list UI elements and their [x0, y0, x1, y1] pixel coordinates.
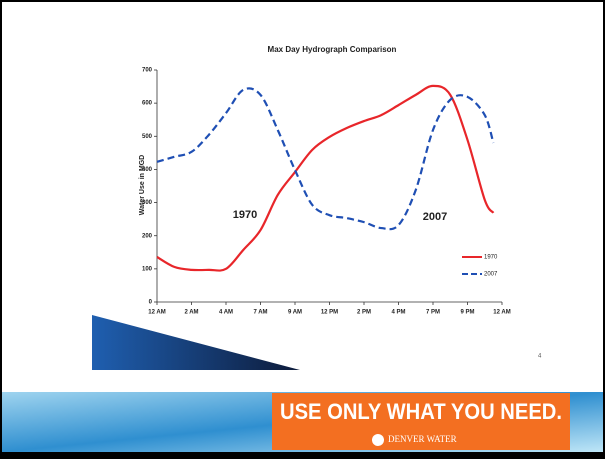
x-tick-label: 4 PM	[391, 310, 405, 316]
x-tick-label: 2 PM	[357, 310, 371, 316]
chart-title: Max Day Hydrograph Comparison	[268, 45, 397, 54]
banner-slogan: USE ONLY WHAT YOU NEED.	[280, 399, 562, 424]
y-tick-label: 400	[142, 167, 153, 173]
x-tick-label: 7 AM	[253, 310, 267, 316]
annotation: 1970	[233, 209, 257, 221]
x-tick-label: 12 AM	[493, 310, 510, 316]
x-tick-label: 4 AM	[219, 310, 233, 316]
brand-logo	[372, 434, 384, 446]
annotation: 2007	[423, 211, 447, 223]
y-tick-label: 500	[142, 134, 153, 140]
x-tick-label: 12 PM	[321, 310, 338, 316]
legend-label: 1970	[484, 255, 498, 261]
y-tick-label: 300	[142, 200, 153, 206]
x-tick-label: 9 AM	[288, 310, 302, 316]
x-tick-label: 7 PM	[426, 310, 440, 316]
banner-brand: DENVER WATER	[388, 434, 457, 444]
page: 4 USE ONLY WHAT YOU NEED. DENVER WATER W…	[0, 0, 605, 454]
legend-label: 2007	[484, 272, 498, 278]
y-tick-label: 200	[142, 233, 153, 239]
y-tick-label: 600	[142, 101, 153, 107]
x-tick-label: 2 AM	[184, 310, 198, 316]
y-tick-label: 100	[142, 266, 153, 272]
slide: 4 USE ONLY WHAT YOU NEED. DENVER WATER W…	[0, 0, 605, 454]
y-tick-label: 700	[142, 68, 153, 74]
x-tick-label: 9 PM	[460, 310, 474, 316]
x-tick-label: 12 AM	[148, 310, 165, 316]
